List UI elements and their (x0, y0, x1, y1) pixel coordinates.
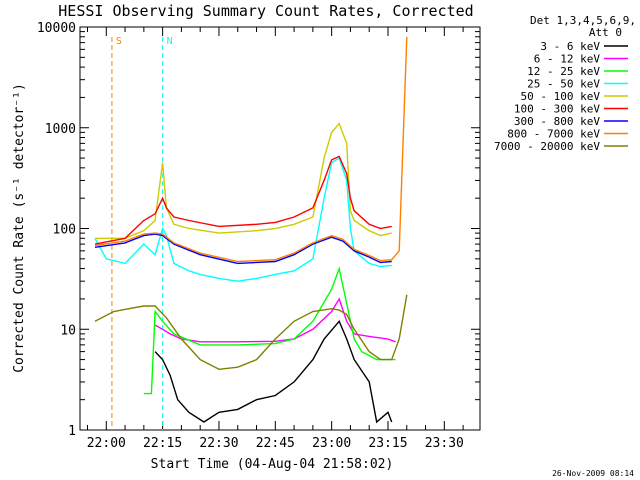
series-line-0 (154, 319, 393, 424)
x-axis: 22:00 22:15 22:30 22:45 23:00 23:15 23:30 (87, 27, 464, 451)
legend-label: 25 - 50 keV (527, 78, 600, 91)
y-axis-label: Corrected Count Rate (s⁻¹ detector⁻¹) (12, 83, 27, 373)
y-axis: 1 10 100 1000 10000 (37, 21, 480, 439)
legend-label: 50 - 100 keV (521, 90, 601, 103)
series-line-8 (94, 294, 408, 371)
footer-timestamp: 26-Nov-2009 08:14 (552, 469, 634, 478)
x-tick-label: 22:00 (87, 436, 126, 451)
series-line-1 (154, 297, 396, 343)
marker-label-s: S (116, 36, 122, 47)
y-tick-label: 1 (68, 424, 76, 439)
legend-label: 3 - 6 keV (540, 40, 600, 53)
y-tick-label: 10 (60, 323, 76, 338)
y-tick-label: 100 (53, 223, 76, 238)
x-tick-label: 22:15 (143, 436, 182, 451)
series-line-7 (94, 36, 408, 263)
legend-label: 100 - 300 keV (514, 103, 600, 116)
x-tick-label: 22:30 (199, 436, 238, 451)
plot-frame (79, 26, 481, 431)
series-line-5 (94, 155, 392, 245)
series-line-3 (94, 157, 392, 282)
series-line-2 (143, 266, 396, 395)
y-tick-label: 10000 (37, 21, 76, 36)
x-tick-label: 23:30 (425, 436, 464, 451)
series-line-6 (94, 233, 392, 265)
legend-header-detectors: Det 1,3,4,5,6,9, (530, 14, 636, 27)
legend-label: 800 - 7000 keV (507, 128, 600, 141)
x-tick-label: 23:00 (312, 436, 351, 451)
series-line-4 (95, 122, 392, 240)
legend-label: 6 - 12 keV (534, 53, 601, 66)
legend-label: 300 - 800 keV (514, 115, 600, 128)
legend-header-attenuator: Att 0 (589, 26, 622, 39)
y-tick-label: 1000 (45, 122, 76, 137)
chart-title: HESSI Observing Summary Count Rates, Cor… (58, 2, 473, 20)
series-lines (94, 36, 408, 424)
marker-label-n: N (167, 36, 173, 47)
legend-label: 7000 - 20000 keV (494, 140, 600, 153)
x-axis-label: Start Time (04-Aug-04 21:58:02) (151, 457, 394, 472)
legend-label: 12 - 25 keV (527, 65, 600, 78)
x-tick-label: 22:45 (256, 436, 295, 451)
x-tick-label: 23:15 (368, 436, 407, 451)
